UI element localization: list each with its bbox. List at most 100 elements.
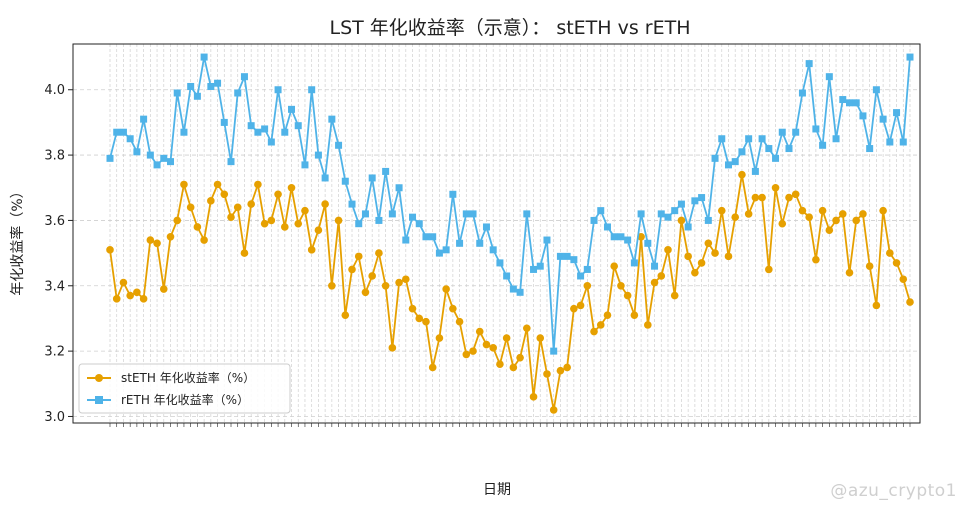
- data-point: [886, 249, 894, 257]
- data-point: [240, 249, 249, 257]
- data-point: [247, 200, 255, 208]
- data-point: [866, 145, 874, 153]
- data-point: [731, 213, 740, 221]
- data-point: [825, 226, 834, 235]
- data-point: [684, 223, 692, 231]
- series-1: [106, 53, 914, 355]
- legend: stETH 年化收益率（%） rETH 年化收益率（%）: [78, 363, 291, 414]
- data-point: [644, 239, 652, 247]
- data-point: [536, 334, 545, 342]
- data-point: [872, 301, 881, 310]
- data-point: [153, 161, 161, 169]
- data-point: [160, 154, 168, 162]
- data-point: [906, 298, 914, 306]
- data-point: [382, 167, 390, 175]
- data-point: [818, 206, 827, 215]
- data-point: [106, 154, 114, 162]
- data-point: [576, 301, 585, 310]
- series-layer: [106, 53, 914, 414]
- x-axis-ticks: [109, 423, 911, 427]
- data-point: [892, 259, 901, 267]
- data-point: [180, 128, 188, 136]
- data-point: [617, 281, 625, 290]
- data-point: [711, 249, 719, 257]
- data-point: [267, 216, 276, 225]
- data-point: [267, 138, 275, 146]
- data-point: [281, 128, 289, 136]
- data-point: [664, 213, 672, 221]
- data-point: [119, 128, 127, 136]
- y-tick-label: 3.2: [44, 345, 65, 360]
- data-point: [751, 167, 759, 175]
- data-point: [496, 360, 504, 368]
- data-point: [489, 246, 497, 254]
- data-point: [812, 255, 820, 264]
- data-point: [791, 190, 800, 199]
- data-point: [637, 232, 645, 241]
- data-point: [187, 82, 195, 90]
- data-point: [859, 210, 867, 218]
- data-point: [852, 99, 860, 107]
- data-point: [597, 207, 605, 215]
- data-point: [200, 53, 208, 61]
- data-point: [314, 151, 322, 159]
- data-point: [610, 262, 619, 270]
- data-point: [375, 249, 383, 257]
- data-point: [294, 219, 303, 228]
- data-point: [388, 210, 396, 218]
- data-point: [220, 190, 229, 199]
- data-point: [435, 334, 444, 342]
- data-point: [549, 406, 558, 414]
- data-point: [718, 135, 726, 143]
- data-point: [731, 158, 739, 166]
- data-point: [348, 200, 356, 208]
- data-point: [671, 207, 679, 215]
- data-point: [287, 183, 296, 192]
- data-point: [375, 216, 383, 224]
- data-point: [771, 183, 780, 192]
- data-point: [422, 233, 430, 241]
- data-point: [482, 340, 491, 349]
- data-point: [570, 256, 578, 264]
- legend-steth-label: stETH 年化收益率（%）: [121, 370, 255, 385]
- data-point: [213, 180, 222, 189]
- data-point: [845, 268, 854, 277]
- data-point: [644, 321, 652, 329]
- data-point: [852, 216, 861, 225]
- data-point: [462, 210, 470, 218]
- data-point: [193, 92, 201, 100]
- y-tick-label: 4.0: [44, 83, 65, 98]
- data-point: [435, 249, 443, 257]
- data-point: [590, 216, 598, 224]
- data-point: [133, 148, 141, 156]
- data-point: [368, 174, 376, 182]
- data-point: [711, 154, 719, 162]
- data-point: [785, 193, 793, 202]
- data-point: [717, 206, 726, 215]
- legend-box: [78, 363, 291, 414]
- data-point: [455, 317, 464, 326]
- series-line: [109, 174, 911, 411]
- x-axis-label: 日期: [483, 482, 511, 498]
- data-point: [280, 223, 289, 231]
- data-point: [778, 128, 786, 136]
- data-point: [308, 86, 316, 94]
- data-point: [745, 135, 753, 143]
- data-point: [502, 334, 511, 342]
- data-point: [167, 158, 175, 166]
- data-point: [886, 138, 894, 146]
- data-point: [832, 216, 840, 225]
- data-point: [698, 194, 706, 202]
- data-point: [274, 190, 282, 199]
- data-point: [724, 252, 733, 261]
- data-point: [341, 311, 350, 319]
- data-point: [570, 304, 578, 313]
- data-point: [240, 73, 248, 81]
- data-point: [126, 291, 134, 300]
- data-point: [798, 206, 807, 215]
- data-point: [691, 268, 699, 277]
- data-point: [738, 148, 746, 156]
- data-point: [442, 285, 450, 293]
- data-point: [704, 216, 712, 224]
- data-point: [624, 236, 632, 244]
